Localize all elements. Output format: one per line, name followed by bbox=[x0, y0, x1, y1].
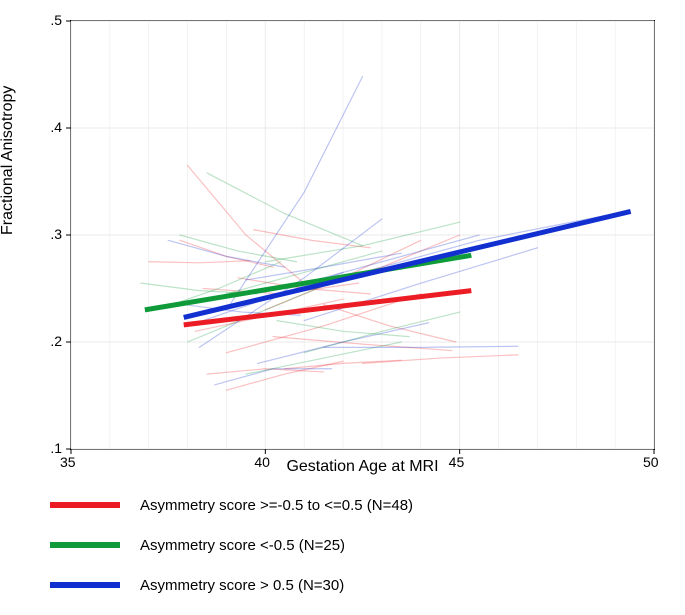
legend: Asymmetry score >=-0.5 to <=0.5 (N=48) A… bbox=[50, 485, 650, 605]
legend-label: Asymmetry score >=-0.5 to <=0.5 (N=48) bbox=[140, 497, 413, 514]
y-tick-label: .3 bbox=[22, 226, 62, 242]
x-axis-label: Gestation Age at MRI bbox=[70, 458, 655, 476]
y-axis-label: Fractional Anisotropy bbox=[0, 86, 17, 235]
legend-swatch bbox=[50, 582, 120, 588]
legend-label: Asymmetry score <-0.5 (N=25) bbox=[140, 537, 345, 554]
legend-item-green: Asymmetry score <-0.5 (N=25) bbox=[50, 525, 650, 565]
legend-label: Asymmetry score > 0.5 (N=30) bbox=[140, 577, 344, 594]
figure: .1.2.3.4.5 35404550 Fractional Anisotrop… bbox=[0, 0, 685, 615]
y-tick-label: .5 bbox=[22, 12, 62, 28]
y-tick-label: .4 bbox=[22, 119, 62, 135]
plot-svg bbox=[71, 21, 654, 449]
y-tick-label: .2 bbox=[22, 333, 62, 349]
legend-item-red: Asymmetry score >=-0.5 to <=0.5 (N=48) bbox=[50, 485, 650, 525]
legend-swatch bbox=[50, 542, 120, 548]
legend-swatch bbox=[50, 502, 120, 508]
legend-item-blue: Asymmetry score > 0.5 (N=30) bbox=[50, 565, 650, 605]
plot-area bbox=[70, 20, 655, 450]
y-tick-label: .1 bbox=[22, 440, 62, 456]
